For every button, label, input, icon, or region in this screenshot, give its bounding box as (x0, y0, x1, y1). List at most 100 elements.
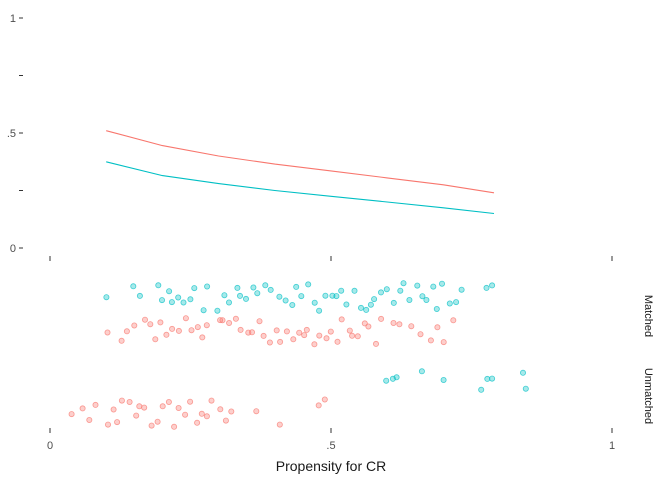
scatter-point (234, 284, 241, 291)
x-axis-title: Propensity for CR (276, 458, 386, 474)
scatter-point (489, 375, 496, 382)
scatter-point (198, 410, 205, 417)
scatter-point (334, 338, 341, 345)
scatter-point (188, 327, 195, 334)
scatter-point (321, 396, 328, 403)
top-y-tick-label: .5 (7, 128, 16, 140)
scatter-point (315, 402, 322, 409)
scatter-point (175, 327, 182, 334)
scatter-point (182, 315, 189, 322)
scatter-point (296, 329, 303, 336)
scatter-point (182, 411, 189, 418)
scatter-point (323, 335, 330, 342)
scatter-point (194, 419, 201, 426)
scatter-point (68, 411, 75, 418)
scatter-point (400, 280, 407, 287)
scatter-point (133, 412, 140, 419)
scatter-point (86, 416, 93, 423)
scatter-point (110, 406, 117, 413)
scatter-point (214, 307, 221, 314)
scatter-point (254, 290, 261, 297)
scatter-point (267, 286, 274, 293)
scatter-point (316, 332, 323, 339)
scatter-point (168, 299, 175, 306)
bottom-x-ticks: 0.5 1 (47, 428, 615, 452)
bottom-x-tick-label: 1 (609, 440, 615, 452)
scatter-point (273, 327, 280, 334)
scatter-point (105, 421, 112, 428)
scatter-point (130, 283, 137, 290)
scatter-point (253, 408, 260, 415)
scatter-point (131, 322, 138, 329)
scatter-point (458, 286, 465, 293)
scatter-point (372, 340, 379, 347)
scatter-point (349, 332, 356, 339)
scatter-point (417, 331, 424, 338)
scatter-point (166, 288, 173, 295)
scatter-point (118, 337, 125, 344)
scatter-point (414, 282, 421, 289)
scatter-point (327, 328, 334, 335)
scatter-point (126, 398, 133, 405)
scatter-point (377, 289, 384, 296)
scatter-point (338, 287, 345, 294)
bottom-panel: 0.5 1 Propensity for CR Matched Unmatched (47, 256, 654, 474)
scatter-point (290, 336, 297, 343)
scatter-point (371, 296, 378, 303)
bottom-points (68, 280, 529, 430)
scatter-point (147, 321, 154, 328)
scatter-point (343, 301, 350, 308)
top-y-tick-label: 0 (10, 243, 16, 255)
scatter-point (136, 403, 143, 410)
scatter-point (141, 316, 148, 323)
scatter-point (419, 293, 426, 300)
top-series-line-1 (106, 161, 495, 215)
scatter-point (225, 299, 232, 306)
scatter-point (397, 287, 404, 294)
scatter-point (118, 397, 125, 404)
scatter-point (187, 296, 194, 303)
scatter-point (236, 292, 243, 299)
scatter-point (427, 337, 434, 344)
scatter-point (378, 315, 385, 322)
scatter-point (256, 318, 263, 325)
scatter-point (203, 413, 210, 420)
scatter-point (316, 307, 323, 314)
scatter-point (383, 286, 390, 293)
scatter-point (159, 403, 166, 410)
scatter-point (221, 292, 228, 299)
scatter-point (418, 368, 425, 375)
strip-label-matched: Matched (642, 295, 654, 337)
scatter-point (208, 397, 215, 404)
scatter-point (438, 280, 445, 287)
scatter-point (250, 284, 257, 291)
scatter-point (79, 405, 86, 412)
scatter-point (175, 294, 182, 301)
bottom-x-tick-label: .5 (326, 440, 335, 452)
top-y-ticks: 0.51 (7, 13, 23, 255)
scatter-point (333, 293, 340, 300)
scatter-point (148, 422, 155, 429)
scatter-point (226, 319, 233, 326)
scatter-point (363, 306, 370, 313)
scatter-point (483, 284, 490, 291)
scatter-point (346, 327, 353, 334)
scatter-point (141, 404, 148, 411)
scatter-point (276, 421, 283, 428)
scatter-point (260, 332, 267, 339)
scatter-point (282, 297, 289, 304)
scatter-point (351, 287, 358, 294)
scatter-point (262, 282, 269, 289)
scatter-point (204, 283, 211, 290)
scatter-point (311, 299, 318, 306)
scatter-point (165, 398, 172, 405)
scatter-point (434, 324, 441, 331)
scatter-point (298, 293, 305, 300)
scatter-point (354, 333, 361, 340)
scatter-point (322, 292, 329, 299)
scatter-point (433, 305, 440, 312)
scatter-point (406, 296, 413, 303)
scatter-point (383, 377, 390, 384)
scatter-point (242, 295, 249, 302)
scatter-point (171, 423, 178, 430)
